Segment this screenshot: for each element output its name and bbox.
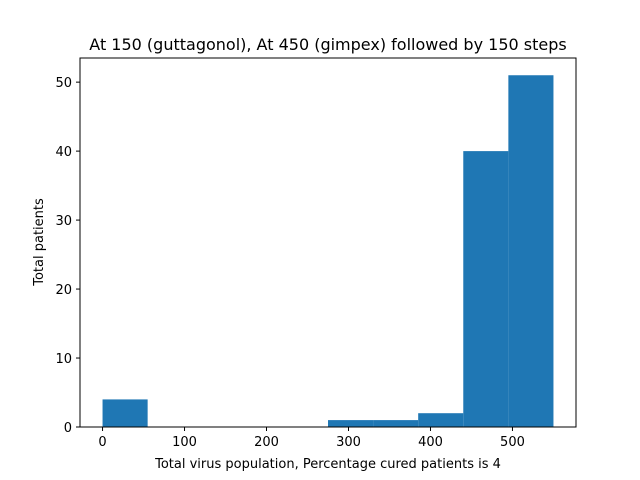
axes-frame xyxy=(79,57,577,428)
x-tick-label: 500 xyxy=(500,435,525,450)
x-tick-label: 400 xyxy=(418,435,443,450)
y-tick-label: 40 xyxy=(55,145,72,160)
histogram-bar xyxy=(373,420,419,427)
histogram-bar xyxy=(102,399,148,427)
y-axis: 0 10 20 30 40 50 xyxy=(55,76,80,436)
y-tick-label: 0 xyxy=(64,421,72,436)
histogram-bar xyxy=(328,420,374,427)
plot-area-border xyxy=(79,57,577,428)
y-tick-label: 10 xyxy=(55,352,72,367)
y-tick-label: 50 xyxy=(55,76,72,91)
x-tick-label: 200 xyxy=(254,435,279,450)
x-axis: 0 100 200 300 400 500 xyxy=(98,427,525,450)
chart-title: At 150 (guttagonol), At 450 (gimpex) fol… xyxy=(89,35,566,54)
x-tick-label: 0 xyxy=(98,435,106,450)
y-tick-label: 30 xyxy=(55,214,72,229)
histogram-bar xyxy=(418,413,464,427)
x-tick-label: 100 xyxy=(172,435,197,450)
x-axis-label: Total virus population, Percentage cured… xyxy=(154,457,501,472)
histogram-bar xyxy=(463,151,509,427)
y-axis-label: Total patients xyxy=(32,198,47,287)
bars-group xyxy=(102,75,554,428)
histogram-bar xyxy=(508,75,554,428)
x-tick-label: 300 xyxy=(336,435,361,450)
y-tick-label: 20 xyxy=(55,283,72,298)
